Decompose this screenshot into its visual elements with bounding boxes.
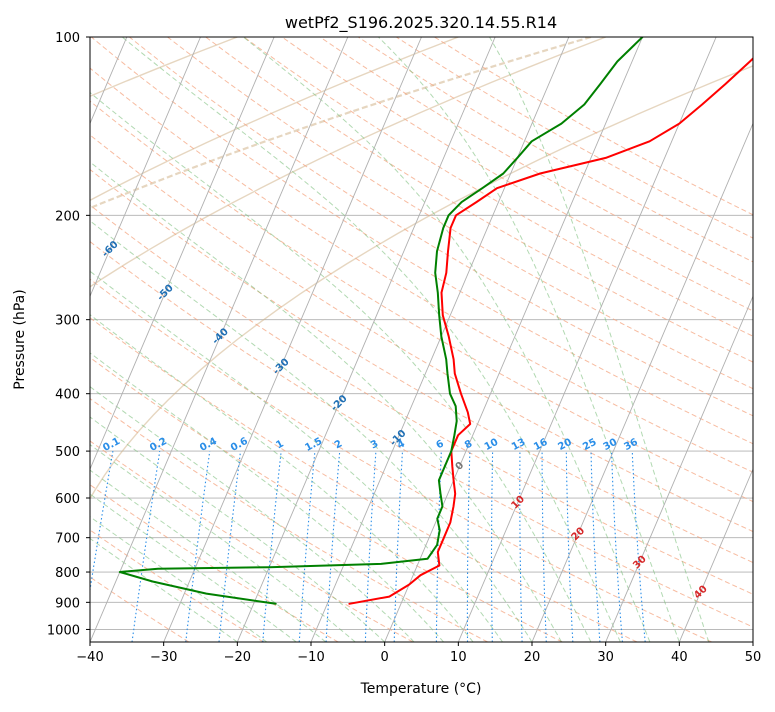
y-axis-label: Pressure (hPa) [12,289,28,389]
y-tick-label: 900 [55,596,80,611]
y-tick-label: 300 [55,314,80,329]
chart-title: wetPf2_S196.2025.320.14.55.R14 [285,13,557,33]
x-tick-label: 40 [671,650,688,665]
x-tick-label: 0 [381,650,389,665]
y-tick-label: 200 [55,209,80,224]
y-tick-label: 600 [55,492,80,507]
x-tick-label: −30 [150,650,177,665]
x-tick-label: 30 [597,650,614,665]
x-tick-label: −10 [297,650,324,665]
x-tick-label: 50 [745,650,762,665]
y-tick-label: 500 [55,445,80,460]
y-tick-label: 100 [55,31,80,46]
y-tick-label: 1000 [47,623,80,638]
x-tick-label: 20 [524,650,541,665]
y-tick-label: 700 [55,532,80,547]
y-tick-label: 400 [55,388,80,403]
x-tick-label: −20 [224,650,251,665]
y-tick-label: 800 [55,566,80,581]
x-tick-label: 10 [450,650,467,665]
x-axis-label: Temperature (°C) [360,681,482,697]
x-tick-label: −40 [76,650,103,665]
